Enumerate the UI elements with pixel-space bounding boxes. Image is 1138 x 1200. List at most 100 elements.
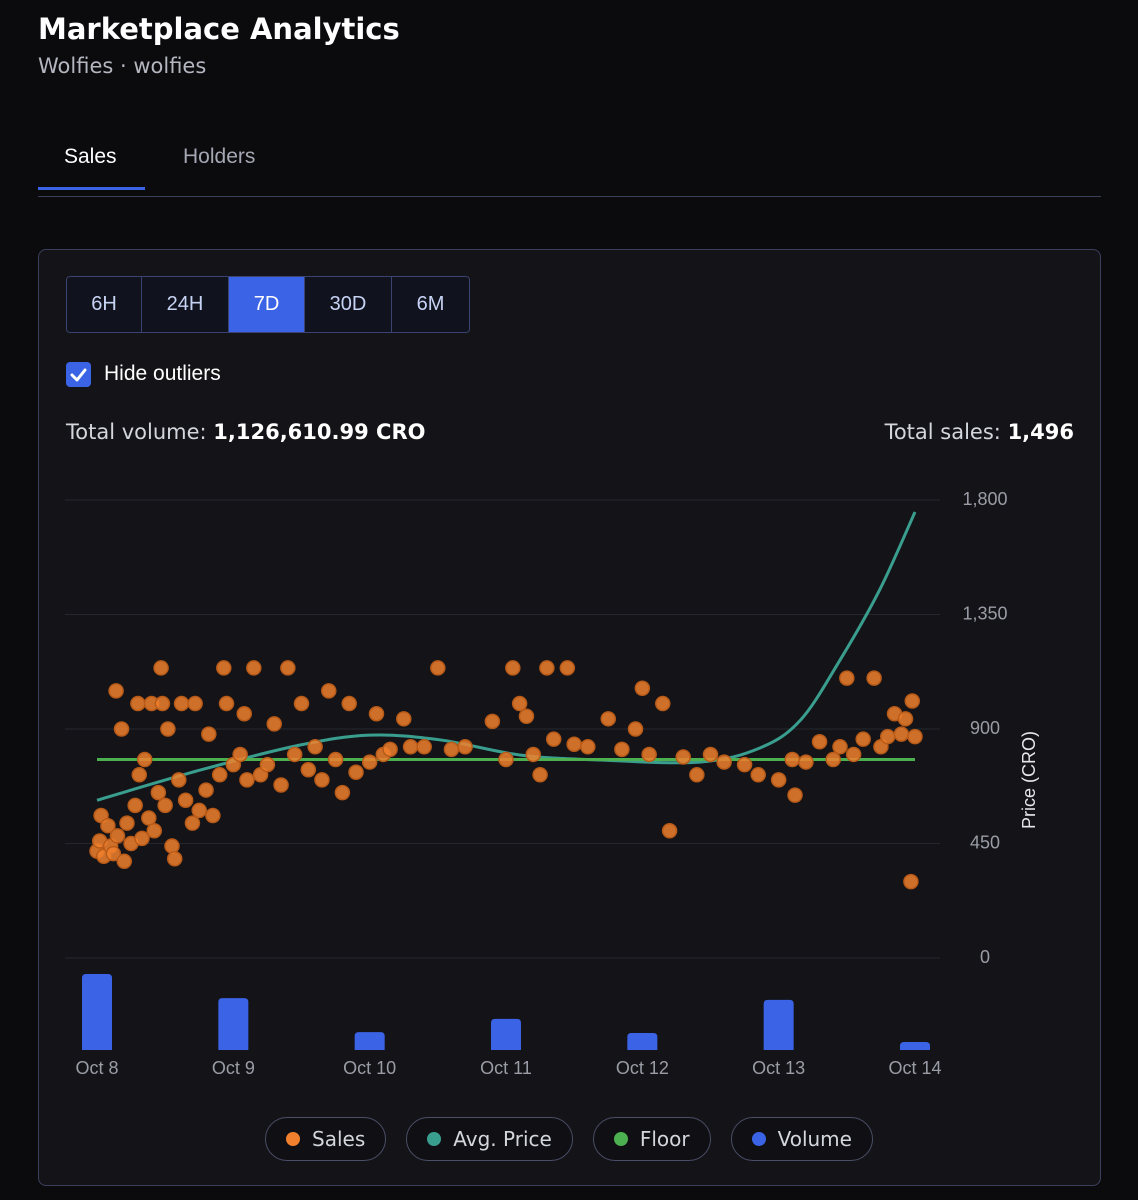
sale-point <box>327 751 344 768</box>
sale-point <box>839 670 855 686</box>
x-tick-label: Oct 10 <box>343 1058 396 1078</box>
sale-point <box>108 683 124 699</box>
sale-point <box>166 851 183 867</box>
sale-point <box>825 751 841 768</box>
sale-point <box>177 792 194 808</box>
sale-point <box>430 660 446 676</box>
tab[interactable]: Sales <box>64 145 117 168</box>
sale-point <box>545 731 562 747</box>
sale-point <box>903 873 919 890</box>
sale-point <box>505 660 521 676</box>
sale-point <box>532 767 548 783</box>
sale-point <box>136 751 153 768</box>
sale-point <box>164 838 180 854</box>
legend-item[interactable]: Floor <box>592 1117 711 1161</box>
total-sales: Total sales: 1,496 <box>885 420 1074 444</box>
sale-point <box>187 695 203 712</box>
total-sales-value: 1,496 <box>1007 420 1074 444</box>
period-button[interactable]: 7D <box>229 277 305 332</box>
sale-point <box>127 797 143 814</box>
y-tick-label: 1,350 <box>962 603 1007 623</box>
sale-point <box>307 739 323 755</box>
sale-point <box>191 802 207 819</box>
sale-point <box>382 741 398 758</box>
checkbox[interactable] <box>66 362 91 387</box>
tab[interactable]: Holders <box>183 145 256 168</box>
sale-point <box>675 749 691 765</box>
sale-point <box>130 695 146 712</box>
x-tick-label: Oct 13 <box>752 1058 805 1078</box>
sale-point <box>232 746 248 763</box>
tab-indicator <box>38 187 145 190</box>
checkbox-label[interactable]: Hide outliers <box>104 362 221 385</box>
volume-bar <box>354 1032 385 1050</box>
sale-point <box>580 739 596 755</box>
x-tick-label: Oct 8 <box>75 1058 118 1078</box>
x-tick-label: Oct 9 <box>212 1058 255 1078</box>
total-volume-value: 1,126,610.99 CRO <box>213 420 426 444</box>
y-tick-label: 450 <box>970 832 1000 852</box>
period-selector: 6H 24H 7D 30D 6M <box>66 276 470 333</box>
x-tick-label: Oct 14 <box>888 1058 941 1078</box>
sale-point <box>216 660 232 676</box>
sale-point <box>201 726 217 742</box>
sale-point <box>119 815 135 831</box>
page-subtitle: Wolfies · wolfies <box>38 54 207 78</box>
sale-point <box>116 853 133 870</box>
volume-bar <box>900 1041 930 1050</box>
legend-label: Sales <box>312 1127 366 1151</box>
sale-point <box>280 660 296 676</box>
sale-point <box>845 746 862 763</box>
legend-swatch <box>613 1132 628 1146</box>
sale-point <box>286 746 303 763</box>
legend-item[interactable]: Volume <box>730 1117 873 1161</box>
period-button[interactable]: 6M <box>392 277 469 332</box>
sale-point <box>661 823 678 839</box>
y-tick-label: 900 <box>970 718 1000 738</box>
sale-point <box>171 772 187 788</box>
sale-point <box>273 777 289 793</box>
sale-point <box>855 731 871 747</box>
volume-bar <box>627 1033 658 1050</box>
sale-point <box>100 817 116 834</box>
sale-point <box>484 713 501 730</box>
sale-point <box>634 680 651 697</box>
legend-item[interactable]: Avg. Price <box>406 1117 573 1161</box>
sale-point <box>348 764 364 781</box>
legend-label: Floor <box>639 1127 690 1151</box>
sale-point <box>498 751 514 768</box>
sale-point <box>770 772 787 788</box>
sale-point <box>300 761 317 778</box>
sale-point <box>314 772 330 788</box>
legend-item[interactable]: Sales <box>265 1117 387 1161</box>
sale-point <box>716 754 732 770</box>
sale-point <box>160 721 176 737</box>
sale-point <box>518 708 535 725</box>
x-tick-label: Oct 12 <box>616 1058 669 1078</box>
y-tick-label: 1,800 <box>962 489 1007 509</box>
sale-point <box>198 782 214 798</box>
sale-point <box>239 772 255 788</box>
sale-point <box>511 695 528 712</box>
period-button[interactable]: 6H <box>67 277 142 332</box>
sale-point <box>457 739 473 755</box>
sale-point <box>614 741 630 758</box>
total-volume-label: Total volume: <box>66 420 207 444</box>
sale-point <box>750 767 766 783</box>
sale-point <box>702 746 719 763</box>
legend-swatch <box>427 1132 442 1146</box>
sale-point <box>105 845 122 862</box>
total-volume: Total volume: 1,126,610.99 CRO <box>66 420 425 444</box>
chart: 0 450 900 1,350 1,800 Price (CRO) Oct 8 Oct 9 Oc… <box>65 489 1039 1078</box>
sale-point <box>539 660 555 676</box>
period-button[interactable]: 24H <box>142 277 229 332</box>
sale-point <box>293 695 310 712</box>
sale-point <box>893 726 910 742</box>
sale-point <box>266 716 282 732</box>
sale-point <box>641 746 657 763</box>
sale-point <box>559 660 576 676</box>
period-button[interactable]: 30D <box>305 277 392 332</box>
sale-point <box>334 784 351 801</box>
page-title: Marketplace Analytics <box>38 12 400 46</box>
